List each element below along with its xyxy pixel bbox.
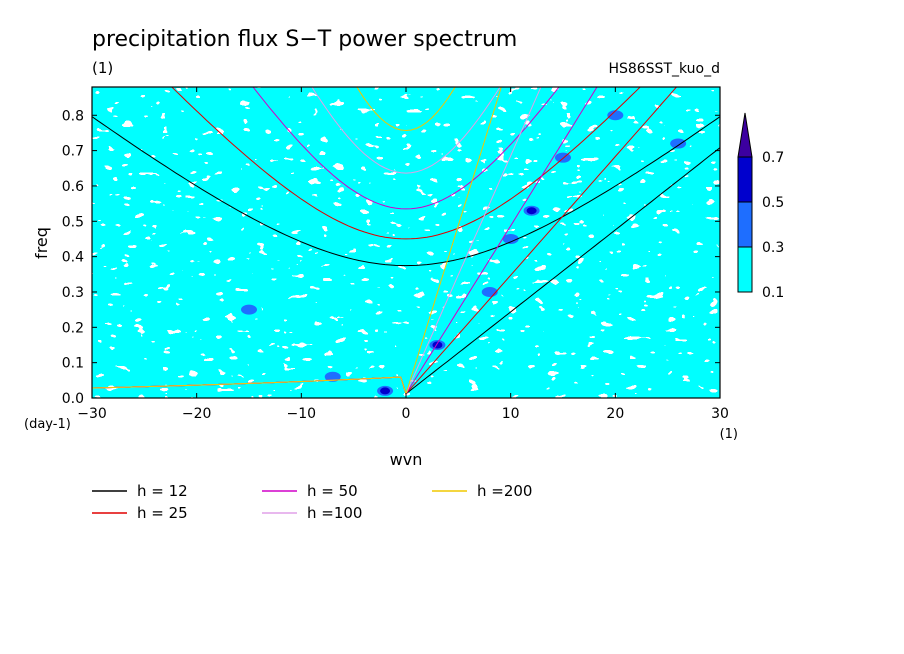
legend-label-2: h = 50 bbox=[307, 482, 358, 500]
y-tick-label-8: 0.8 bbox=[62, 108, 84, 124]
contour-blob-mid-8 bbox=[324, 371, 341, 382]
x-tick-label-2: −10 bbox=[287, 406, 317, 422]
y-tick-label-6: 0.6 bbox=[62, 179, 84, 195]
colorbar-box-0 bbox=[737, 156, 753, 203]
curve-ig-0 bbox=[92, 116, 720, 267]
contour-blob-mid-9 bbox=[670, 138, 687, 149]
y-axis-label: freq bbox=[32, 227, 51, 259]
colorbar-label-0: 0.7 bbox=[762, 150, 784, 166]
y-axis-units: (day-1) bbox=[24, 417, 71, 432]
contour-blob-core-0 bbox=[380, 387, 391, 395]
run-name: HS86SST_kuo_d bbox=[608, 61, 720, 77]
curve-ig-4 bbox=[356, 87, 456, 132]
chart-units: (1) bbox=[92, 59, 113, 77]
colorbar-label-1: 0.5 bbox=[762, 195, 784, 211]
y-tick-label-3: 0.3 bbox=[62, 285, 84, 301]
colorbar-label-3: 0.1 bbox=[762, 285, 784, 301]
x-tick-label-4: 10 bbox=[502, 406, 520, 422]
y-tick-label-4: 0.4 bbox=[62, 250, 84, 266]
x-tick-label-1: −20 bbox=[182, 406, 212, 422]
contour-blob-core-3 bbox=[526, 207, 537, 215]
curve-ig-2 bbox=[252, 87, 560, 210]
contour-blob-mid-2 bbox=[502, 233, 519, 244]
chart-title: precipitation flux S−T power spectrum bbox=[92, 27, 517, 52]
x-tick-label-3: 0 bbox=[402, 406, 411, 422]
colorbar-box-1 bbox=[737, 201, 753, 248]
colorbar: 0.7 0.5 0.3 0.1 bbox=[737, 112, 784, 301]
x-tick-label-0: −30 bbox=[77, 406, 107, 422]
legend-label-1: h = 25 bbox=[137, 504, 188, 522]
y-tick-label-1: 0.1 bbox=[62, 356, 84, 372]
x-tick-label-6: 30 bbox=[711, 406, 729, 422]
y-tick-label-7: 0.7 bbox=[62, 144, 84, 160]
colorbar-extend bbox=[737, 112, 753, 158]
colorbar-label-2: 0.3 bbox=[762, 240, 784, 256]
y-axis: 0.0 0.1 0.2 0.3 0.4 0.5 0.6 0.7 0.8 bbox=[62, 108, 720, 407]
curve-ig-3 bbox=[311, 87, 501, 174]
contour-blob-mid-5 bbox=[607, 110, 624, 121]
curve-ig-1 bbox=[171, 87, 641, 240]
y-tick-label-0: 0.0 bbox=[62, 391, 84, 407]
x-axis: −30 −20 −10 0 10 20 30 bbox=[77, 87, 729, 422]
legend: h = 12 h = 25 h = 50 h =100 h =200 bbox=[92, 482, 532, 522]
x-axis-units: (1) bbox=[720, 427, 738, 442]
legend-label-3: h =100 bbox=[307, 504, 362, 522]
y-tick-label-5: 0.5 bbox=[62, 214, 84, 230]
legend-label-0: h = 12 bbox=[137, 482, 188, 500]
contour-level-0.1-fill bbox=[92, 87, 720, 398]
colorbar-box-2 bbox=[737, 246, 753, 293]
x-axis-label: wvn bbox=[390, 450, 423, 469]
x-tick-label-5: 20 bbox=[606, 406, 624, 422]
legend-label-4: h =200 bbox=[477, 482, 532, 500]
y-tick-label-2: 0.2 bbox=[62, 320, 84, 336]
contour-blob-mid-6 bbox=[241, 304, 257, 315]
